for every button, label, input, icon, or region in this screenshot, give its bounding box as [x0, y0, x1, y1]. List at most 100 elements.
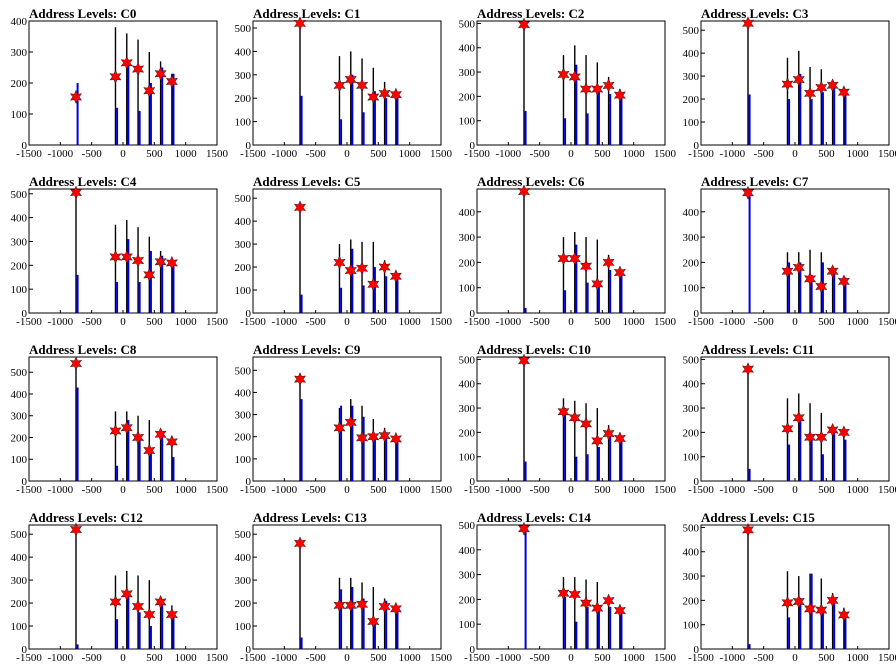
peak-marker — [792, 410, 805, 425]
peak-marker — [568, 587, 581, 602]
peak-marker — [109, 69, 122, 84]
peak-marker — [781, 77, 794, 92]
y-tick-label: 0 — [470, 308, 476, 320]
peak-marker — [120, 420, 133, 435]
x-tick-label: -500 — [306, 148, 327, 160]
peak-marker — [344, 415, 357, 430]
peak-marker — [355, 430, 369, 445]
x-tick-label: 500 — [818, 484, 835, 496]
y-tick-label: 200 — [235, 93, 252, 105]
peak-marker — [815, 603, 828, 618]
peak-marker — [355, 261, 369, 276]
peak-marker — [154, 594, 167, 609]
peak-marker — [367, 89, 380, 105]
peak-marker — [557, 251, 570, 266]
peak-marker — [333, 420, 346, 435]
x-tick-label: -1000 — [271, 652, 297, 664]
plot-frame — [700, 20, 890, 146]
x-tick-label: 500 — [818, 652, 835, 664]
y-tick-label: 300 — [11, 236, 28, 248]
y-tick-label: 300 — [459, 67, 476, 79]
x-tick-label: -1000 — [47, 148, 73, 160]
x-tick-label: 500 — [818, 316, 835, 328]
peak-marker — [803, 86, 817, 101]
x-tick-label: -500 — [754, 148, 775, 160]
chart-title: Address Levels: C13 — [253, 510, 367, 525]
x-tick-label: -1000 — [271, 316, 297, 328]
y-tick-label: 500 — [11, 367, 28, 379]
peak-marker — [293, 16, 307, 31]
peak-marker — [826, 78, 839, 93]
x-tick-label: -1000 — [47, 316, 73, 328]
x-tick-label: 0 — [568, 316, 574, 328]
x-tick-label: -1000 — [47, 484, 73, 496]
plot-frame — [476, 524, 666, 650]
plot-frame — [700, 188, 890, 314]
y-tick-label: 200 — [683, 427, 700, 439]
x-tick-label: 1000 — [623, 316, 646, 328]
x-tick-label: 500 — [594, 316, 611, 328]
chart-panel: Address Levels: C21002003004005000-1500-… — [459, 6, 677, 160]
x-tick-label: 0 — [792, 652, 798, 664]
x-tick-label: -500 — [530, 652, 551, 664]
y-tick-label: 100 — [11, 109, 28, 121]
peak-marker — [109, 249, 122, 265]
x-tick-label: -1000 — [719, 484, 745, 496]
peak-marker — [344, 598, 357, 613]
y-tick-label: 200 — [683, 595, 700, 607]
chart-title: Address Levels: C6 — [477, 174, 585, 189]
peak-marker — [792, 594, 805, 609]
peak-marker — [613, 265, 626, 280]
plot-frame — [28, 356, 218, 482]
x-tick-label: -1500 — [688, 316, 714, 328]
peak-marker — [517, 353, 531, 368]
peak-marker — [333, 78, 346, 93]
peak-marker — [131, 430, 145, 445]
peak-marker — [367, 429, 380, 444]
x-tick-label: 500 — [818, 148, 835, 160]
x-tick-label: 500 — [146, 652, 163, 664]
y-tick-label: 0 — [694, 308, 700, 320]
y-tick-label: 200 — [459, 91, 476, 103]
peak-marker — [120, 55, 133, 70]
x-tick-label: 1000 — [847, 148, 870, 160]
y-tick-label: 100 — [11, 284, 28, 296]
y-tick-label: 300 — [459, 403, 476, 415]
peak-marker — [781, 264, 794, 279]
chart-title: Address Levels: C7 — [701, 174, 809, 189]
x-tick-label: -1000 — [495, 316, 521, 328]
x-tick-label: 1000 — [623, 484, 646, 496]
peak-marker — [109, 594, 122, 609]
y-tick-label: 400 — [235, 46, 252, 58]
x-tick-label: 1500 — [654, 316, 677, 328]
y-tick-label: 100 — [11, 621, 28, 633]
peak-marker — [69, 89, 83, 104]
y-tick-label: 0 — [246, 308, 252, 320]
x-tick-label: -500 — [82, 148, 103, 160]
x-tick-label: 1500 — [878, 484, 896, 496]
y-tick-label: 300 — [683, 71, 700, 83]
x-tick-label: -1500 — [464, 316, 490, 328]
chart-panel: Address Levels: C111002003004005000-1500… — [683, 342, 896, 496]
chart-panel: Address Levels: C121002003004005000-1500… — [11, 510, 229, 664]
peak-marker — [333, 598, 346, 613]
y-tick-label: 500 — [235, 529, 252, 541]
y-tick-label: 400 — [11, 16, 28, 28]
y-tick-label: 400 — [11, 552, 28, 564]
y-tick-label: 0 — [22, 308, 28, 320]
x-tick-label: 500 — [370, 148, 387, 160]
x-tick-label: -500 — [754, 484, 775, 496]
peak-marker — [355, 78, 369, 93]
y-tick-label: 0 — [246, 476, 252, 488]
y-tick-label: 200 — [459, 257, 476, 269]
y-tick-label: 200 — [11, 260, 28, 272]
chart-panel: Address Levels: C11002003004005000-1500-… — [235, 6, 453, 160]
peak-marker — [389, 601, 402, 616]
x-tick-label: 0 — [344, 484, 350, 496]
peak-marker — [781, 595, 794, 610]
x-tick-label: 0 — [120, 316, 126, 328]
y-tick-label: 400 — [11, 389, 28, 401]
peak-marker — [568, 410, 581, 425]
